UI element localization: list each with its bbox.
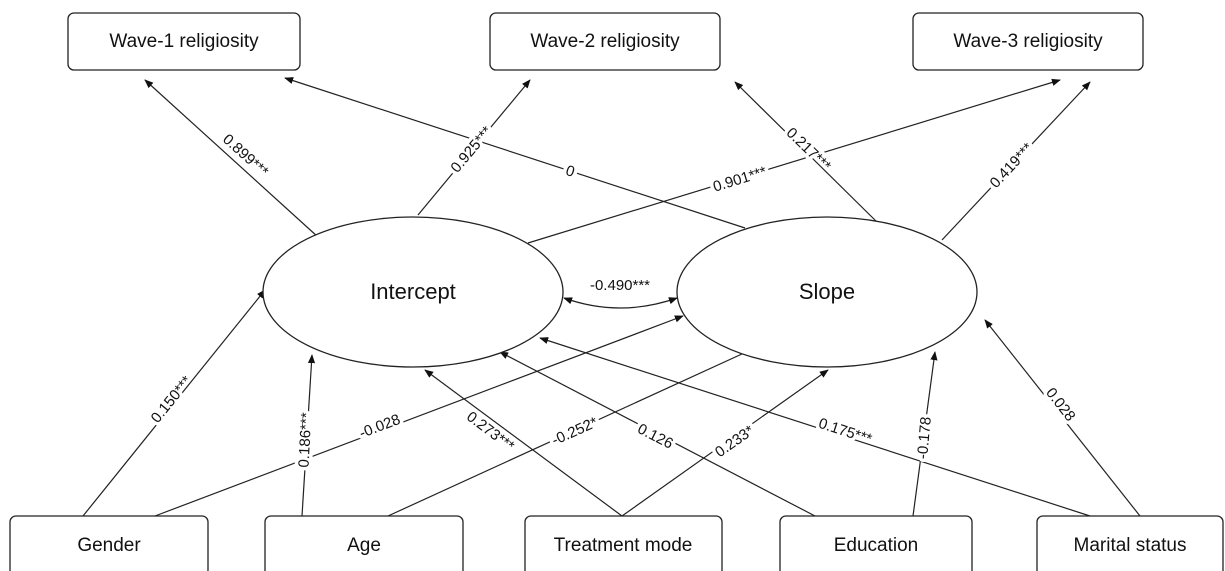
edge (387, 347, 756, 517)
edge (499, 351, 816, 517)
edge (984, 319, 1141, 517)
node-box (524, 515, 723, 571)
edge-label: 0.233* (712, 422, 757, 461)
edge (144, 79, 319, 238)
node-label: Treatment mode (554, 535, 693, 556)
node-box (9, 515, 209, 571)
node-label: Wave-1 religiosity (109, 31, 259, 52)
edge (734, 81, 881, 226)
node-label: Intercept (370, 279, 456, 304)
node-label: Gender (77, 535, 141, 556)
edge (527, 78, 1061, 244)
node-label: Education (834, 535, 919, 556)
node-label: Slope (799, 279, 855, 304)
edge-label: 0.273*** (463, 408, 517, 455)
edge-label: 0.150*** (148, 373, 196, 427)
edge (154, 315, 684, 517)
node-box (67, 12, 301, 71)
node-label: Wave-2 religiosity (530, 31, 680, 52)
latent-node (262, 216, 564, 368)
edge (621, 369, 829, 517)
edge-label: 0.217*** (783, 124, 835, 175)
edge-label: 0.028 (1042, 385, 1079, 425)
edges (82, 77, 1141, 517)
node-box (912, 12, 1144, 71)
edge (284, 77, 746, 229)
edge-label: 0.186*** (296, 412, 316, 468)
node-label: Wave-3 religiosity (953, 31, 1103, 52)
edge-label: 0.925*** (447, 123, 496, 176)
edge-label: 0.899*** (219, 131, 271, 181)
node-box (779, 515, 973, 571)
edge-label: -0.490*** (590, 277, 650, 294)
edge (82, 289, 266, 517)
latent-node (676, 216, 978, 368)
edge-label: -0.252* (549, 414, 600, 449)
edge-label: -0.178 (914, 416, 935, 460)
edge (912, 351, 938, 517)
edge (941, 81, 1091, 241)
edge-label: -0.028 (357, 411, 403, 442)
edge-label: 0 (564, 162, 577, 181)
edge (417, 79, 531, 216)
node-label: Age (347, 535, 381, 556)
edge-label: 0.175*** (816, 415, 874, 448)
edge (539, 337, 1091, 517)
covariance (563, 297, 678, 309)
edge-label: 0.126 (635, 420, 676, 452)
edge (424, 369, 623, 517)
edge-label: 0.901*** (711, 163, 769, 195)
node-box (264, 515, 464, 571)
edge-label: 0.419*** (987, 140, 1037, 192)
node-box (489, 12, 721, 71)
node-label: Marital status (1074, 535, 1187, 556)
edge (301, 354, 316, 517)
node-box (1036, 515, 1224, 571)
